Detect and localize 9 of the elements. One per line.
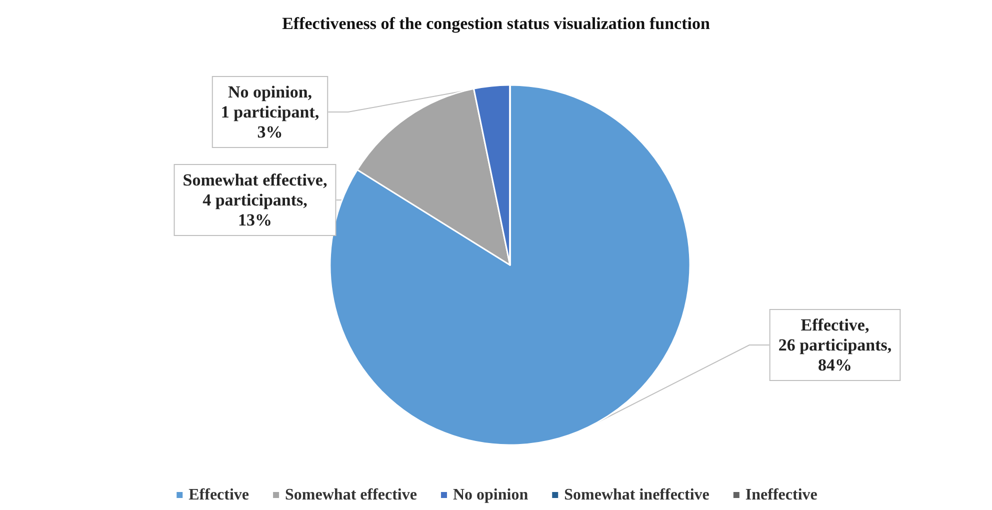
legend-label: No opinion — [452, 486, 528, 504]
legend-label: Somewhat ineffective — [564, 486, 710, 504]
data-label: No opinion, 1 participant, 3% — [220, 82, 320, 142]
chart-title: Effectiveness of the congestion status visualization function — [282, 14, 710, 33]
data-label: Somewhat effective, 4 participants, 13% — [182, 170, 328, 230]
legend-label: Ineffective — [745, 486, 818, 504]
legend-label: Effective — [188, 486, 250, 504]
legend-label: Somewhat effective — [285, 486, 417, 504]
data-label: Effective, 26 participants, 84% — [778, 316, 892, 374]
